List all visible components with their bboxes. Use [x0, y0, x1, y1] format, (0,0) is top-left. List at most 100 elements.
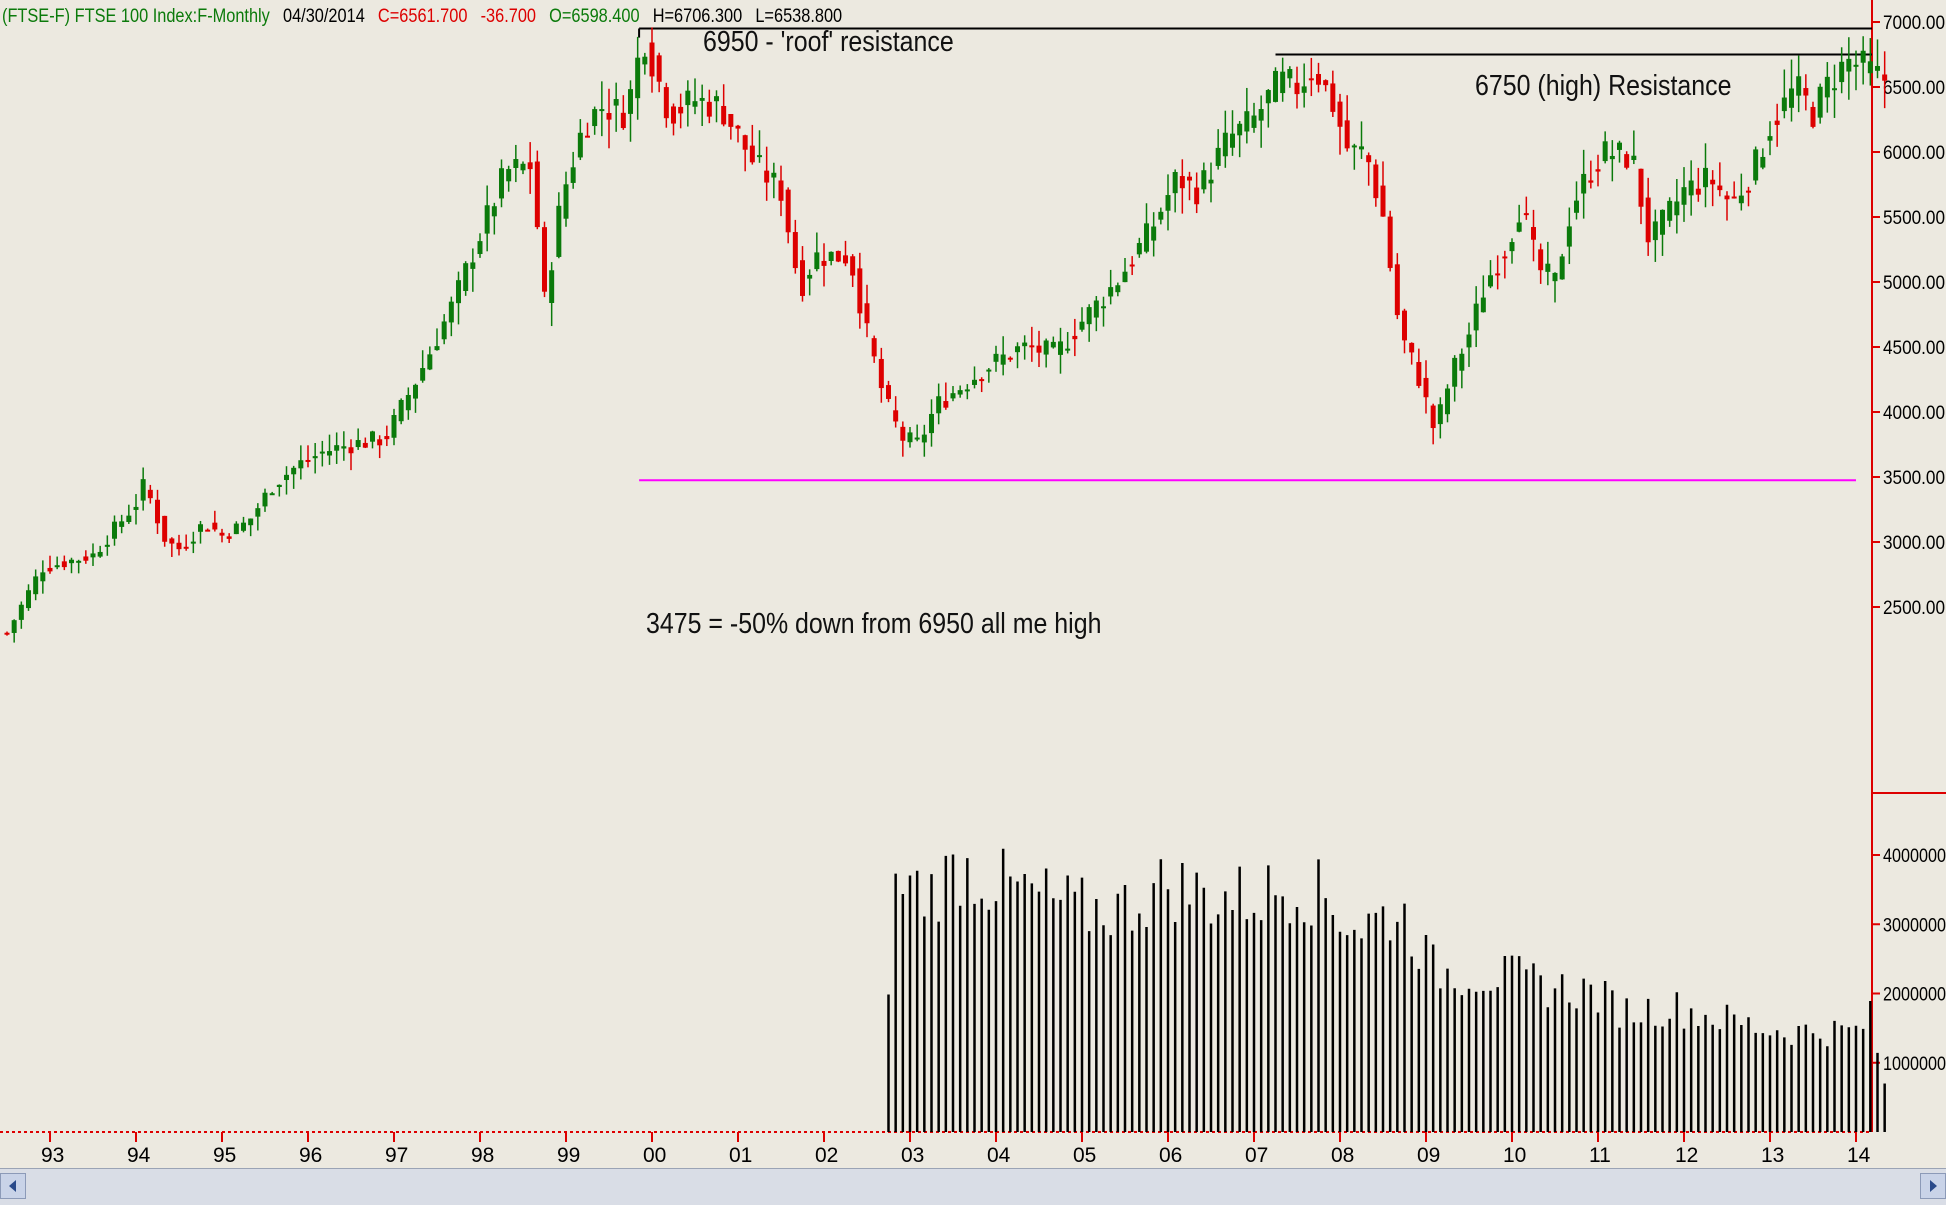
candle-body	[1473, 303, 1479, 331]
candle-body	[1151, 226, 1157, 241]
candle-body	[384, 436, 390, 440]
candle-body	[1373, 164, 1379, 199]
candle-body	[620, 112, 626, 129]
candle-body	[291, 467, 297, 475]
candle-body	[1724, 195, 1730, 200]
volume-tick-label: 3000000	[1883, 915, 1946, 936]
candle-body	[1323, 80, 1329, 86]
candle-body	[341, 446, 347, 449]
candle-body	[577, 132, 583, 158]
candle-body	[1093, 300, 1099, 318]
candle-body	[262, 492, 268, 507]
candle-body	[1695, 188, 1701, 195]
candle-body	[1179, 176, 1185, 189]
candle-body	[377, 439, 383, 446]
candle-body	[1681, 187, 1687, 205]
candle-body	[1230, 133, 1235, 148]
candle-body	[470, 262, 476, 269]
candle-body	[205, 529, 211, 532]
candle-body	[656, 55, 662, 82]
candle-body	[771, 172, 777, 178]
candle-body	[1301, 86, 1307, 93]
candle-body	[1409, 342, 1415, 353]
candle-body	[1566, 226, 1572, 247]
candle-body	[699, 97, 705, 101]
candle-body	[155, 499, 160, 524]
candle-body	[1617, 142, 1622, 150]
candle-body	[1545, 263, 1551, 272]
scroll-right-button[interactable]	[1920, 1173, 1946, 1199]
candle-body	[1086, 307, 1092, 325]
candle-body	[706, 101, 712, 117]
candle-body	[1251, 115, 1257, 128]
candle-body	[1416, 362, 1422, 386]
candle-body	[1208, 179, 1214, 184]
candle-body	[398, 399, 404, 422]
candle-body	[893, 410, 899, 422]
candle-body	[1050, 341, 1056, 348]
chevron-right-icon	[1930, 1180, 1937, 1192]
price-tick-label: 2500.00	[1883, 598, 1945, 619]
candle-body	[1602, 141, 1608, 162]
candle-body	[1101, 306, 1106, 309]
year-label: 10	[1503, 1144, 1526, 1167]
candle-body	[1667, 200, 1673, 221]
candle-body	[649, 42, 655, 77]
candle-body	[348, 447, 354, 454]
candle-body	[319, 451, 325, 454]
candle-body	[785, 189, 791, 233]
candle-body	[1738, 195, 1744, 204]
volume-tick-label: 1000000	[1883, 1054, 1946, 1075]
candle-body	[1860, 50, 1866, 63]
year-label: 06	[1159, 1144, 1182, 1167]
candle-body	[1423, 377, 1429, 398]
candle-body	[61, 561, 67, 568]
candle-body	[1774, 120, 1780, 125]
candle-body	[757, 155, 762, 158]
candle-body	[900, 426, 906, 441]
price-tick-label: 4500.00	[1883, 338, 1945, 359]
candle-body	[248, 518, 254, 526]
year-label: 01	[729, 1144, 752, 1167]
candle-body	[1294, 82, 1300, 95]
candle-body	[685, 90, 691, 106]
scroll-left-button[interactable]	[0, 1173, 26, 1199]
year-label: 05	[1073, 1144, 1096, 1167]
candle-body	[90, 553, 96, 558]
candle-body	[850, 256, 856, 276]
horizontal-scrollbar[interactable]	[0, 1168, 1946, 1205]
date-label: 04/30/2014	[283, 6, 365, 27]
candle-body	[484, 205, 490, 234]
candle-body	[606, 112, 612, 120]
candle-body	[1645, 197, 1651, 243]
candle-body	[69, 559, 74, 564]
candle-body	[1079, 321, 1085, 330]
candle-body	[298, 460, 304, 469]
open-value: O=6598.400	[549, 6, 640, 27]
candle-body	[1867, 61, 1873, 74]
candle-body	[491, 206, 497, 217]
candle-body	[1287, 69, 1293, 79]
candle-body	[1595, 169, 1601, 172]
roof-resistance-note: 6950 - 'roof' resistance	[703, 26, 954, 58]
candle-body	[1359, 146, 1364, 150]
candle-body	[1652, 221, 1658, 241]
candle-body	[599, 109, 605, 112]
candle-body	[1810, 106, 1816, 127]
candle-body	[162, 515, 168, 542]
change-value: -36.700	[480, 6, 537, 27]
candle-body	[936, 396, 942, 414]
candle-body	[456, 280, 461, 304]
candle-body	[183, 546, 189, 549]
candle-body	[1853, 64, 1859, 67]
candle-body	[878, 358, 884, 389]
candle-body	[613, 99, 619, 106]
candle-body	[241, 522, 246, 531]
candle-body	[585, 135, 590, 138]
candle-body	[527, 162, 533, 170]
candle-body	[570, 167, 576, 183]
candle-body	[1000, 354, 1006, 365]
candle-body	[1351, 145, 1357, 148]
candle-body	[778, 180, 784, 201]
candle-body	[1022, 342, 1028, 347]
